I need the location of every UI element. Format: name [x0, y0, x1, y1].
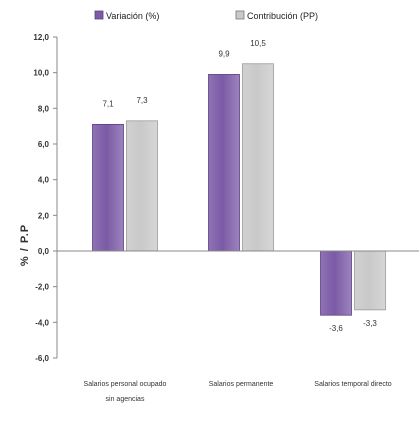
data-label: 9,9 — [218, 49, 230, 58]
y-tick-label: -4,0 — [35, 318, 49, 327]
x-category-label: sin agencias — [106, 396, 145, 403]
y-tick-label: 4,0 — [38, 176, 50, 185]
data-label: -3,6 — [329, 324, 343, 333]
y-tick-label: 12,0 — [33, 33, 49, 42]
legend-swatch — [94, 10, 104, 20]
x-category-label: Salarios permanente — [209, 381, 274, 388]
y-tick-label: 0,0 — [38, 247, 50, 256]
y-tick-label: 10,0 — [33, 69, 49, 78]
legend: Variación (%) Contribución (PP) — [94, 10, 318, 21]
data-label: -3,3 — [363, 319, 377, 328]
bar-variacion — [92, 123, 124, 252]
bar-variacion — [320, 250, 352, 316]
legend-swatch — [235, 10, 245, 20]
y-tick-label: -2,0 — [35, 283, 49, 292]
y-axis-label: % / P.P — [19, 224, 31, 266]
bar-variacion — [208, 74, 240, 252]
data-label: 10,5 — [250, 39, 266, 48]
x-category-label: Salarios personal ocupado — [84, 381, 167, 388]
bar-contribucion — [354, 250, 386, 311]
y-tick-label: 6,0 — [38, 140, 50, 149]
y-tick-label: 8,0 — [38, 104, 50, 113]
y-tick-label: 2,0 — [38, 211, 50, 220]
data-label: 7,1 — [102, 99, 114, 108]
x-category-label: Salarios temporal directo — [314, 381, 392, 388]
y-tick-label: -6,0 — [35, 354, 49, 363]
x-axis: Salarios personal ocupado sin agencias Sal… — [57, 250, 419, 403]
legend-label: Contribución (PP) — [247, 11, 318, 21]
legend-label: Variación (%) — [106, 11, 159, 21]
y-axis: -6,0 -4,0 -2,0 0,0 2,0 4,0 6,0 8,0 10,0 12,0 — [33, 33, 58, 363]
bar-contribucion — [126, 120, 158, 252]
bar-contribucion — [242, 63, 274, 252]
data-label: 7,3 — [136, 96, 148, 105]
bars: 7,1 7,3 9,9 10,5 -3,6 -3,3 — [92, 39, 386, 333]
